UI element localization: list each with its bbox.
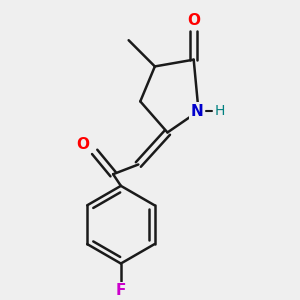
Text: O: O bbox=[187, 13, 200, 28]
Text: F: F bbox=[116, 283, 126, 298]
Text: H: H bbox=[215, 104, 225, 118]
Text: N: N bbox=[190, 103, 203, 118]
Text: O: O bbox=[76, 136, 89, 152]
